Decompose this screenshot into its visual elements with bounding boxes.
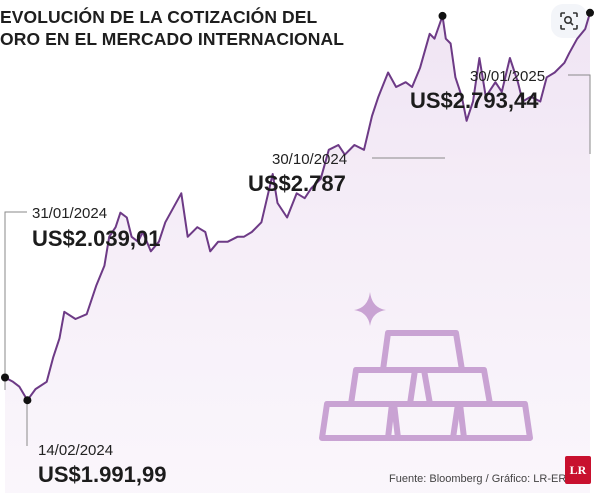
leader-line-jan-2025 xyxy=(568,74,591,154)
chart-title-line-1: EVOLUCIÓN DE LA COTIZACIÓN DEL xyxy=(0,7,318,27)
annotation-value-low: US$1.991,99 xyxy=(38,462,166,487)
data-point-marker-3 xyxy=(586,8,594,17)
annotation-date-end: 30/01/2025 xyxy=(470,68,545,85)
chart-title: EVOLUCIÓN DE LA COTIZACIÓN DEL ORO EN EL… xyxy=(0,6,344,50)
leader-line-jan-2024 xyxy=(4,211,27,390)
data-point-marker-0 xyxy=(1,373,9,382)
gold-bars-icon xyxy=(319,292,533,441)
annotation-value-end: US$2.793,44 xyxy=(410,88,539,113)
chart-title-line-2: ORO EN EL MERCADO INTERNACIONAL xyxy=(0,29,345,49)
lr-logo: LR xyxy=(565,456,591,484)
data-point-marker-1 xyxy=(23,396,32,405)
annotation-date-oct: 30/10/2024 xyxy=(272,151,347,168)
price-line xyxy=(4,12,591,402)
lens-search-icon xyxy=(560,12,578,30)
annotation-date-start: 31/01/2024 xyxy=(32,205,107,222)
annotation-value-start: US$2.039,01 xyxy=(32,226,160,251)
annotation-date-low: 14/02/2024 xyxy=(38,442,113,459)
lens-search-button[interactable] xyxy=(551,4,587,38)
data-point-marker-2 xyxy=(438,11,447,20)
annotation-value-oct: US$2.787 xyxy=(248,171,346,196)
source-note: Fuente: Bloomberg / Gráfico: LR-ER xyxy=(389,473,567,485)
